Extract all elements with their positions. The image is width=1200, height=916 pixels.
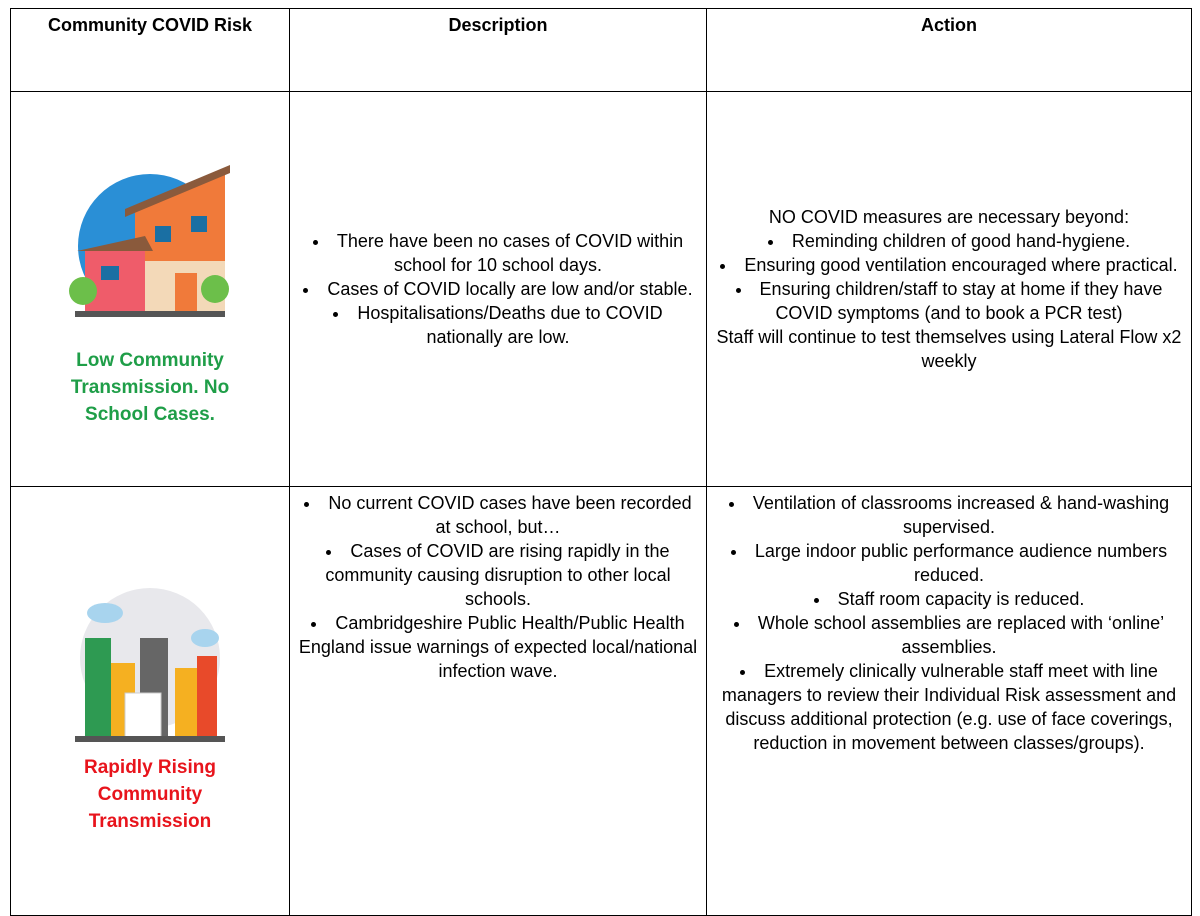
city-icon xyxy=(75,587,225,742)
header-cell: Community COVID Risk xyxy=(10,8,290,92)
action-intro: NO COVID measures are necessary beyond: xyxy=(768,207,1130,227)
risk-table: Community COVID Risk Description Action xyxy=(10,8,1192,916)
bullet-item: Ventilation of classrooms increased & ha… xyxy=(715,491,1183,539)
risk-cell: Low Community Transmission. No School Ca… xyxy=(10,91,290,487)
bullet-item: Cases of COVID are rising rapidly in the… xyxy=(298,539,698,611)
description-cell: There have been no cases of COVID within… xyxy=(289,91,707,487)
bullet-item: Reminding children of good hand-hygiene. xyxy=(715,229,1183,253)
description-cell: No current COVID cases have been recorde… xyxy=(289,486,707,916)
bullet-item: Whole school assemblies are replaced wit… xyxy=(715,611,1183,659)
bullet-item: Ensuring good ventilation encouraged whe… xyxy=(715,253,1183,277)
bullet-item: Hospitalisations/Deaths due to COVID nat… xyxy=(298,301,698,349)
risk-label: Low Community Transmission. No School Ca… xyxy=(70,349,230,425)
row: Low Community Transmission. No School Ca… xyxy=(10,91,1192,487)
risk-cell: Rapidly Rising Community Transmission xyxy=(10,486,290,916)
action-list: Reminding children of good hand-hygiene.… xyxy=(715,229,1183,325)
description-list: There have been no cases of COVID within… xyxy=(298,229,698,349)
header-cell: Action xyxy=(706,8,1192,92)
bullet-item: There have been no cases of COVID within… xyxy=(298,229,698,277)
bullet-item: Ensuring children/staff to stay at home … xyxy=(715,277,1183,325)
bullet-item: Extremely clinically vulnerable staff me… xyxy=(715,659,1183,755)
action-cell: NO COVID measures are necessary beyond: … xyxy=(706,91,1192,487)
action-outro: Staff will continue to test themselves u… xyxy=(716,327,1182,371)
row: Rapidly Rising Community Transmission No… xyxy=(10,486,1192,916)
house-icon xyxy=(65,164,235,341)
bullet-item: Cases of COVID locally are low and/or st… xyxy=(298,277,698,301)
risk-label: Rapidly Rising Community Transmission xyxy=(84,756,216,832)
bullet-item: Large indoor public performance audience… xyxy=(715,539,1183,587)
bullet-item: No current COVID cases have been recorde… xyxy=(298,491,698,539)
action-cell: Ventilation of classrooms increased & ha… xyxy=(706,486,1192,916)
header-cell: Description xyxy=(289,8,707,92)
description-list: No current COVID cases have been recorde… xyxy=(298,491,698,683)
header-row: Community COVID Risk Description Action xyxy=(10,8,1192,92)
bullet-item: Cambridgeshire Public Health/Public Heal… xyxy=(298,611,698,683)
bullet-item: Staff room capacity is reduced. xyxy=(715,587,1183,611)
action-list: Ventilation of classrooms increased & ha… xyxy=(715,491,1183,755)
